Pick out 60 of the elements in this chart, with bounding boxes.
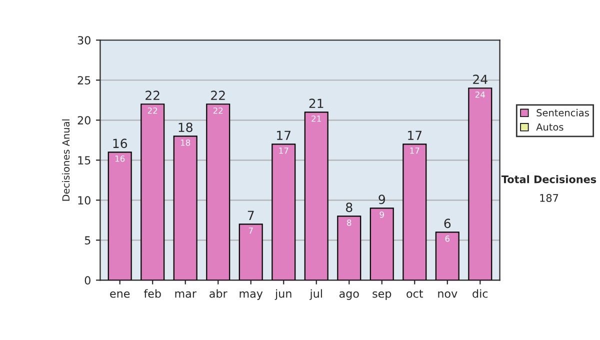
bar [402, 144, 427, 280]
total-label: 24 [473, 74, 488, 84]
total-label: 22 [146, 90, 160, 100]
y-tick-label: 15 [78, 156, 90, 165]
data-label: 17 [279, 148, 288, 154]
x-tick-label: feb [144, 289, 161, 298]
bar [238, 224, 263, 280]
x-tick-label: sep [372, 291, 392, 300]
bar [337, 216, 362, 280]
x-tick-label: may [240, 291, 263, 300]
data-label: 22 [148, 107, 158, 114]
y-tick-label: 0 [84, 276, 90, 285]
y-tick-label: 10 [78, 196, 90, 205]
data-label: 21 [312, 115, 321, 122]
bar [173, 136, 198, 280]
total-label: 18 [178, 122, 192, 132]
total-label: 17 [277, 130, 291, 140]
bar [140, 104, 165, 280]
x-tick-label: oct [406, 290, 424, 298]
total-label: 22 [211, 90, 225, 100]
data-label: 22 [213, 107, 223, 114]
total-label: 9 [378, 194, 385, 204]
bar [206, 104, 230, 280]
legend-label: Sentencias [536, 108, 589, 116]
data-label: 7 [248, 228, 253, 234]
x-tick-label: dic [472, 289, 488, 298]
data-label: 6 [445, 236, 450, 242]
data-label: 18 [180, 139, 190, 146]
bar [468, 88, 492, 280]
total-label: 17 [408, 130, 422, 140]
data-label: 8 [347, 219, 352, 226]
total-label: 21 [309, 98, 324, 108]
x-tick-label: mar [175, 291, 196, 298]
data-label: 24 [475, 91, 485, 98]
data-label: 9 [380, 211, 384, 218]
bar [304, 112, 328, 280]
total-label: 8 [346, 202, 352, 212]
total-label: 7 [248, 210, 254, 220]
bar [108, 152, 132, 280]
bar [435, 232, 460, 280]
x-tick-label: abr [210, 289, 228, 298]
x-tick-label: ene [110, 291, 130, 298]
text: 187 [540, 194, 558, 202]
total-label: 6 [444, 218, 451, 228]
y-axis-title: Decisiones Anual [62, 119, 70, 201]
y-tick-label: 25 [78, 76, 90, 85]
total-label: 16 [113, 138, 128, 148]
data-label: 17 [410, 148, 420, 154]
y-tick-label: 20 [78, 116, 90, 125]
data-label: 16 [115, 155, 125, 162]
x-tick-label: ago [339, 291, 359, 300]
bar [272, 144, 296, 280]
y-tick-label: 5 [84, 236, 90, 245]
x-tick-label: jul [310, 289, 322, 300]
y-tick-label: 30 [78, 36, 90, 44]
x-tick-label: jun [274, 289, 292, 300]
legend-label: Autos [536, 123, 564, 131]
text: Total Decisiones [501, 175, 596, 184]
bar [370, 208, 394, 280]
x-tick-label: nov [438, 291, 458, 298]
